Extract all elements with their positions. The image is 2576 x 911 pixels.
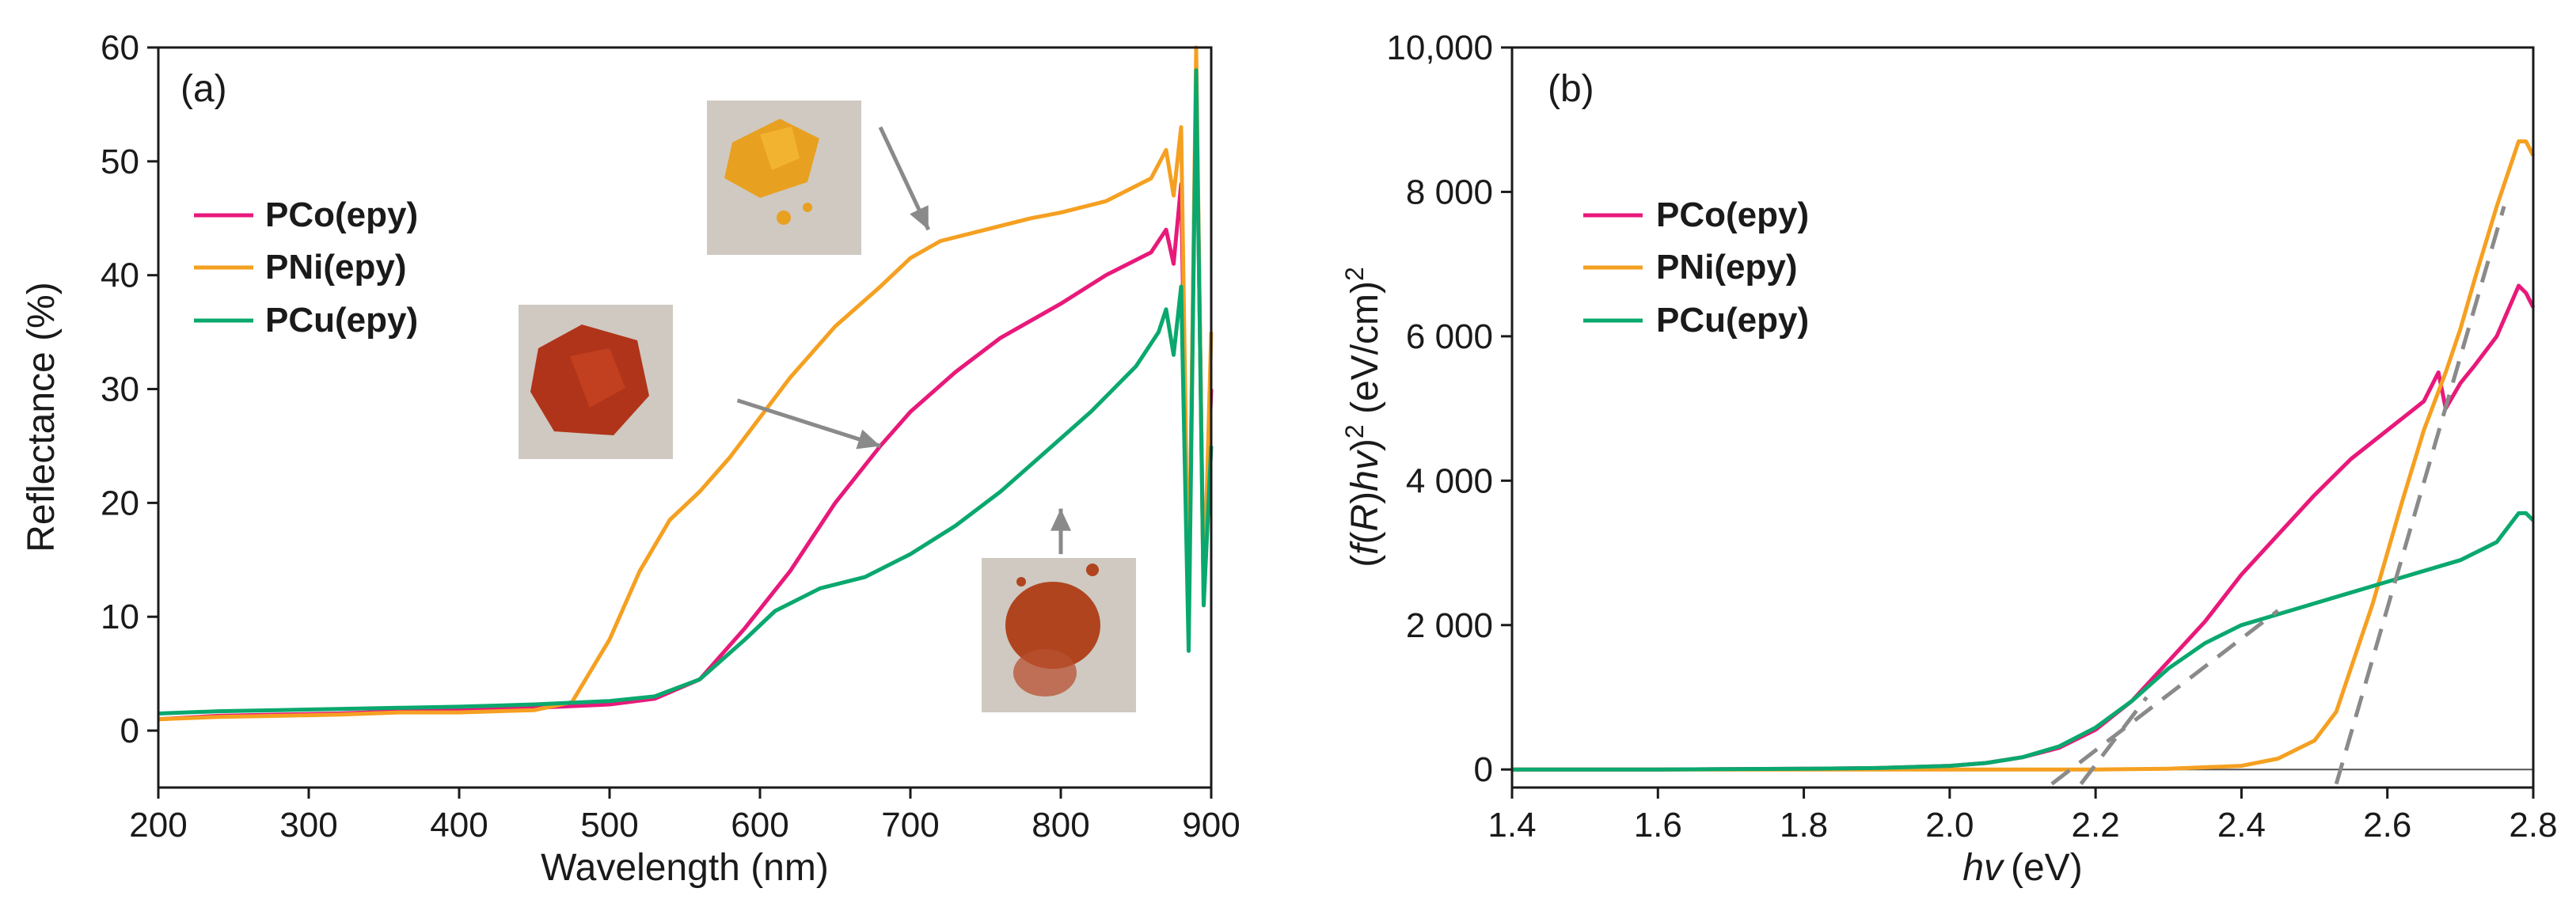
ylabel-b-hv: hv xyxy=(1344,449,1386,492)
panel-b-x-axis-label-hv: hv xyxy=(1962,847,2005,889)
ylabel-b-units: (eV/cm) xyxy=(1344,281,1386,424)
panel-b-x-tick-label: 1.8 xyxy=(1780,806,1828,845)
panel-a-frame xyxy=(157,46,1213,789)
ylabel-b-paren-4: ) xyxy=(1344,438,1386,451)
ylabel-b-paren-2: ( xyxy=(1344,531,1386,544)
panel-a-y-tick-label: 40 xyxy=(101,256,139,295)
panel-a-x-tick-label: 700 xyxy=(881,806,939,845)
panel-b-x-axis-label: hv (eV) xyxy=(1962,847,2082,889)
panel-b-legend: PCo(epy) PNi(epy) PCu(epy) xyxy=(1583,195,1809,340)
panel-b-ticks: 1.4 1.6 1.8 2.0 2.2 2.4 2.6 2.8 0 2 000 4 000 6 000… xyxy=(1386,28,2557,845)
panel-a-y-tick-label: 0 xyxy=(120,712,139,750)
panel-a-series-group xyxy=(158,45,1214,722)
panel-b-y-tick-label: 0 xyxy=(1474,750,1493,789)
ylabel-b-paren-3: ) xyxy=(1344,492,1386,504)
panel-b-x-tick-label: 2.0 xyxy=(1925,806,1974,845)
inset-photo-pcu-powder xyxy=(982,558,1136,712)
panel-b-series-pni xyxy=(1512,139,2536,772)
legend-b-label-pcu: PCu(epy) xyxy=(1656,301,1809,340)
legend-b-label-pco: PCo(epy) xyxy=(1656,195,1809,234)
panel-a-series-pni xyxy=(158,45,1214,722)
panel-b-y-tick-label: 2 000 xyxy=(1406,606,1493,645)
panel-b-x-tick-label: 2.6 xyxy=(2363,806,2411,845)
panel-a-y-axis-label: Reflectance (%) xyxy=(21,282,63,552)
panel-b-series-group xyxy=(1512,139,2536,772)
tauc-fit-line xyxy=(2050,609,2280,786)
inset-arrow-shaft xyxy=(736,398,881,448)
panel-a-x-tick-label: 800 xyxy=(1032,806,1089,845)
ylabel-b-sup-2: 2 xyxy=(1340,267,1369,281)
legend-b-label-pni: PNi(epy) xyxy=(1656,248,1797,287)
ylabel-b-r: R xyxy=(1344,504,1386,532)
inset-arrow-head xyxy=(910,205,929,230)
panel-b-x-tick-label: 2.4 xyxy=(2217,806,2266,845)
inset-arrow-head xyxy=(856,429,880,450)
panel-a-x-tick-label: 600 xyxy=(731,806,788,845)
panel-b-x-tick-label: 2.8 xyxy=(2509,806,2557,845)
tauc-fit-line xyxy=(2079,696,2149,785)
panel-a-ticks: 200 300 400 500 600 700 800 900 0 10 20 30 40 50 60 xyxy=(101,28,1241,845)
panel-a-label: (a) xyxy=(180,68,227,110)
panel-b-frame xyxy=(1510,46,2535,789)
tauc-fit-line xyxy=(2334,205,2506,785)
panel-b-x-axis-label-units: (eV) xyxy=(2011,847,2083,889)
inset-photo-pco-powder xyxy=(519,305,673,459)
panel-b-y-tick-label: 4 000 xyxy=(1406,461,1493,500)
ylabel-b-paren-1: ( xyxy=(1344,555,1386,567)
panel-a-y-tick-label: 60 xyxy=(101,28,139,67)
panel-a-x-tick-label: 400 xyxy=(430,806,488,845)
panel-a-inset-arrows xyxy=(736,126,1071,555)
panel-b-x-tick-label: 2.2 xyxy=(2072,806,2120,845)
inset-arrow-head xyxy=(1051,508,1071,531)
panel-a-x-axis-label: Wavelength (nm) xyxy=(541,847,829,889)
panel-b-x-tick-label: 1.6 xyxy=(1634,806,1682,845)
panel-a-legend: PCo(epy) PNi(epy) PCu(epy) xyxy=(194,195,418,340)
panel-a-x-tick-label: 300 xyxy=(279,806,337,845)
ylabel-b-sup-1: 2 xyxy=(1340,424,1369,438)
panel-b-y-tick-label: 6 000 xyxy=(1406,317,1493,356)
legend-a-label-pni: PNi(epy) xyxy=(265,248,406,287)
panel-b-tauc-chart: 1.4 1.6 1.8 2.0 2.2 2.4 2.6 2.8 0 2 000 4 000 6 000… xyxy=(1340,28,2558,889)
panel-a-y-tick-label: 10 xyxy=(101,598,139,636)
panel-b-y-axis-label: (f(R)hv)2 (eV/cm)2 xyxy=(1340,267,1386,567)
panel-b-series-pcu xyxy=(1512,511,2535,772)
panel-a-x-tick-label: 500 xyxy=(580,806,638,845)
panel-b-y-tick-label: 8 000 xyxy=(1406,173,1493,211)
legend-a-label-pco: PCo(epy) xyxy=(265,195,418,234)
panel-b-y-tick-label: 10,000 xyxy=(1386,28,1493,67)
panel-a-y-tick-label: 20 xyxy=(101,484,139,522)
panel-b-label: (b) xyxy=(1548,68,1594,110)
panel-b-series-pco xyxy=(1512,283,2536,772)
panel-a-y-tick-label: 50 xyxy=(101,142,139,181)
legend-a-label-pcu: PCu(epy) xyxy=(265,301,418,340)
panel-a-x-tick-label: 200 xyxy=(129,806,187,845)
panel-a-reflectance-chart: 200 300 400 500 600 700 800 900 0 10 20 30 40 50 60 (a… xyxy=(21,28,1241,889)
inset-photo-pni-powder xyxy=(707,101,861,255)
panel-a-series-pcu xyxy=(158,68,1214,716)
panel-b-fit-lines xyxy=(2050,205,2506,786)
panel-b-x-tick-label: 1.4 xyxy=(1487,806,1536,845)
panel-a-y-tick-label: 30 xyxy=(101,370,139,409)
panel-a-x-tick-label: 900 xyxy=(1182,806,1240,845)
